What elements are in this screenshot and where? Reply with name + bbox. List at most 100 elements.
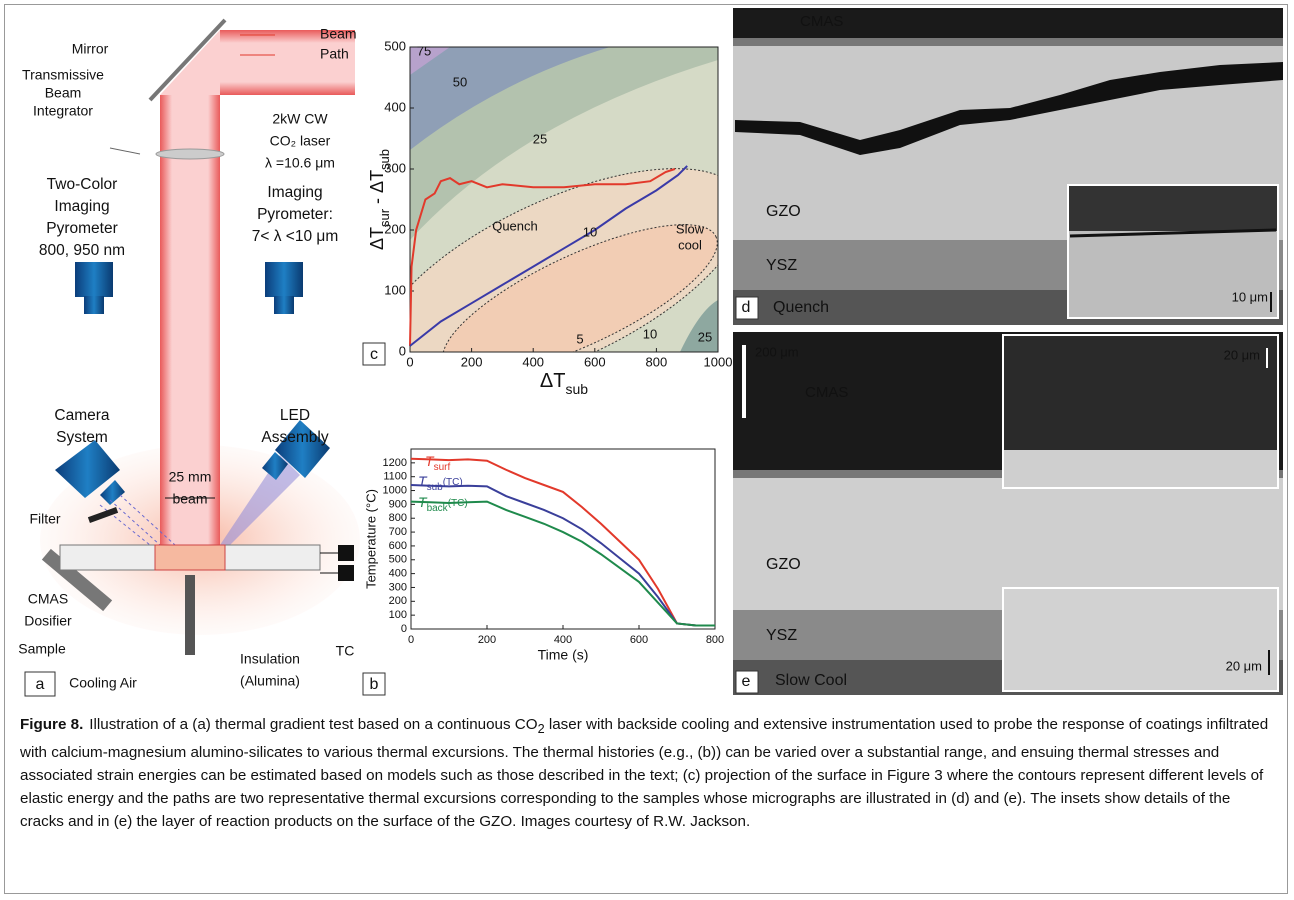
- diagram-label: Filter: [29, 511, 60, 527]
- label-sub: sub: [566, 381, 589, 397]
- label-main: ΔT: [367, 227, 387, 250]
- y-tick-label: 100: [384, 282, 406, 297]
- diagram-label: Two-Color: [47, 176, 118, 193]
- diagram-label: LED: [280, 407, 310, 424]
- diagram-label: Insulation: [240, 651, 300, 667]
- micrograph-e: [733, 332, 1283, 695]
- series-label: cool: [678, 237, 702, 252]
- label-sub: sub: [377, 149, 392, 170]
- panel-c-art: [410, 47, 718, 352]
- diagram-label: Cooling Air: [69, 675, 137, 691]
- y-tick-label: 1200: [383, 457, 407, 469]
- y-tick-label: 700: [389, 526, 407, 538]
- y-tick-label: 0: [399, 343, 406, 358]
- y-tick-label: 0: [401, 623, 407, 635]
- label-main: T: [418, 473, 428, 489]
- y-tick-label: 800: [389, 512, 407, 524]
- x-tick-label: 800: [706, 634, 724, 646]
- y-tick-label: 1000: [383, 484, 407, 496]
- y-tick-label: 200: [384, 221, 406, 236]
- diagram-label: Transmissive: [22, 67, 104, 83]
- y-tick-label: 500: [384, 38, 406, 53]
- x-tick-label: 0: [406, 354, 413, 369]
- panel-b-box: [362, 672, 386, 696]
- diagram-label: Pyrometer: [46, 220, 118, 237]
- diagram-label: Pyrometer:: [257, 206, 333, 223]
- panel-c-frame: [409, 46, 719, 353]
- diagram-label: (Alumina): [240, 673, 300, 689]
- diagram-label: Imaging: [54, 198, 109, 215]
- micrograph-label: 200 μm: [755, 344, 799, 359]
- micrograph-label: YSZ: [766, 257, 797, 274]
- diagram-label: Sample: [18, 641, 66, 657]
- diagram-label: 2kW CW: [272, 111, 328, 127]
- x-axis-label: Time (s): [538, 647, 589, 663]
- diagram-label: 25 mm: [169, 469, 212, 485]
- caption-text: laser with backside cooling and extensiv…: [20, 716, 1269, 831]
- x-tick-label: 200: [461, 354, 483, 369]
- panel-label: b: [370, 676, 379, 693]
- panel-label: c: [370, 346, 378, 363]
- label-main: T: [418, 494, 428, 510]
- micrograph-label: CMAS: [800, 13, 843, 30]
- panel-box: [735, 296, 759, 320]
- micrograph-d: [733, 8, 1283, 325]
- contour-label: 50: [453, 74, 467, 89]
- label-mid: - ΔT: [367, 170, 387, 209]
- y-tick-label: 400: [389, 568, 407, 580]
- caption-text: Illustration of a (a) thermal gradient t…: [89, 716, 538, 733]
- label-main: T: [425, 453, 435, 469]
- y-axis-label: Temperature (°C): [363, 489, 378, 589]
- micrograph-label: CMAS: [805, 384, 848, 401]
- diagram-label: TC: [336, 643, 355, 659]
- y-tick-label: 200: [389, 595, 407, 607]
- micrograph-label: d: [742, 299, 751, 316]
- series-label: Tsurf: [425, 453, 450, 473]
- series-label: Tsub(TC): [418, 473, 463, 493]
- label-note: (TC): [448, 498, 468, 509]
- contour-label: 25: [698, 329, 712, 344]
- label-main: ΔT: [540, 370, 566, 392]
- line: [410, 457, 715, 627]
- x-tick-label: 200: [478, 634, 496, 646]
- caption-label: Figure 8.: [20, 716, 84, 733]
- label-sub: back: [427, 503, 449, 514]
- diagram-label: System: [56, 429, 108, 446]
- micrograph-label: YSZ: [766, 627, 797, 644]
- micrograph-label: Slow Cool: [775, 672, 847, 689]
- x-tick-label: 0: [408, 634, 414, 646]
- y-axis-label: ΔTsur - ΔTsub: [367, 149, 392, 250]
- label-sub: sub: [427, 482, 444, 493]
- diagram-label: CO₂ laser: [270, 133, 331, 149]
- x-tick-label: 1000: [704, 354, 733, 369]
- line: [410, 500, 715, 627]
- contour-label: 10: [583, 224, 597, 239]
- x-tick-label: 400: [522, 354, 544, 369]
- series-label: Quench: [492, 218, 538, 233]
- y-tick-label: 300: [389, 581, 407, 593]
- diagram-label: CMAS: [28, 591, 68, 607]
- diagram-label: Beam: [320, 26, 357, 42]
- label-sub: surf: [434, 462, 451, 473]
- micrograph-label: Quench: [773, 299, 829, 316]
- diagram-label: 800, 950 nm: [39, 242, 125, 259]
- panel-a-art: [24, 18, 360, 697]
- x-tick-label: 800: [646, 354, 668, 369]
- contour-label: 5: [576, 331, 583, 346]
- diagram-label: 7< λ <10 μm: [252, 228, 338, 245]
- micrograph-label: e: [742, 673, 751, 690]
- x-tick-label: 600: [584, 354, 606, 369]
- diagram-label: Dosifier: [24, 613, 72, 629]
- caption-sub: 2: [537, 722, 545, 737]
- contour-label: 75: [417, 43, 431, 58]
- y-tick-label: 900: [389, 498, 407, 510]
- line: [409, 165, 688, 347]
- diagram-label: Assembly: [261, 429, 328, 446]
- x-tick-label: 600: [630, 634, 648, 646]
- micrograph-label: GZO: [766, 556, 801, 573]
- diagram-label: Imaging: [267, 184, 322, 201]
- diagram-label: Camera: [54, 407, 110, 424]
- label-sub: sur: [377, 208, 392, 227]
- contour-label: 25: [533, 131, 547, 146]
- series-label: Slow: [676, 221, 705, 236]
